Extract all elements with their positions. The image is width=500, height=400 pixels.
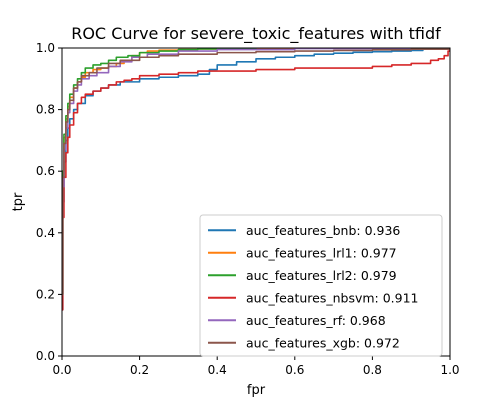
legend-label-2: auc_features_lrl1: 0.977 — [246, 245, 397, 260]
chart-title: ROC Curve for severe_toxic_features with… — [71, 24, 441, 44]
series-line-4 — [62, 48, 450, 311]
y-axis-label: tpr — [11, 192, 26, 211]
y-tick-label: 0.2 — [36, 287, 55, 301]
axes-layer: 0.00.0 0.2 0.2 0.4 0.4 0.6 0.6 0.8 0.8 1.0 1.0 — [36, 41, 460, 377]
x-tick-label: 0.6 — [285, 363, 304, 377]
y-tick-label: 0.4 — [36, 226, 55, 240]
y-tick-label: 0.6 — [36, 164, 55, 178]
legend-box — [199, 214, 443, 357]
x-tick-label: 0.0 — [52, 363, 71, 377]
legend: auc_features_bnb: 0.936 auc_features_lrl1… — [199, 214, 443, 357]
legend-label-3: auc_features_lrl2: 0.979 — [246, 268, 397, 283]
x-tick-label: 1.0 — [440, 363, 459, 377]
legend-label-6: auc_features_xgb: 0.972 — [246, 335, 400, 350]
series-line-6 — [62, 48, 450, 296]
x-axis-label: fpr — [247, 383, 266, 398]
legend-label-1: auc_features_bnb: 0.936 — [246, 223, 400, 238]
y-tick-label: 0.0 — [36, 349, 55, 363]
x-tick-label: 0.4 — [208, 363, 227, 377]
x-tick-label: 0.2 — [130, 363, 149, 377]
y-tick-label: 1.0 — [36, 41, 55, 55]
series-line-1 — [62, 49, 424, 311]
series-layer — [62, 48, 450, 311]
legend-label-4: auc_features_nbsvm: 0.911 — [246, 290, 419, 305]
x-tick-label: 0.8 — [363, 363, 382, 377]
y-tick-label: 0.8 — [36, 103, 55, 117]
legend-label-5: auc_features_rf: 0.968 — [246, 313, 386, 328]
